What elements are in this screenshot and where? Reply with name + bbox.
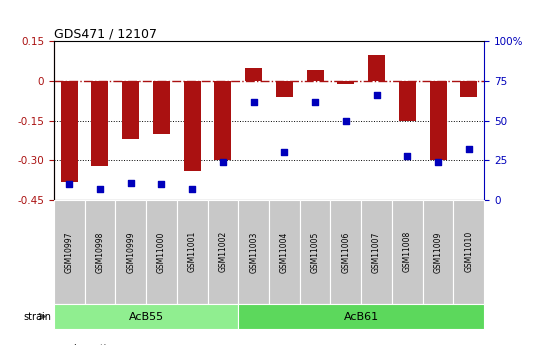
Bar (153, 81, 170, 134)
Point (280, 150, 289, 155)
Text: GSM10999: GSM10999 (126, 231, 135, 273)
Bar (337, 81, 355, 84)
Bar (330, 200, 361, 304)
Bar (238, 304, 484, 329)
Bar (399, 81, 416, 121)
Text: strain: strain (23, 312, 51, 322)
Text: GSM11007: GSM11007 (372, 231, 381, 273)
Bar (461, 81, 477, 97)
Bar (146, 200, 177, 304)
Bar (215, 81, 231, 160)
Bar (276, 81, 293, 97)
Text: GSM11003: GSM11003 (249, 231, 258, 273)
Bar (238, 200, 269, 304)
Text: GDS471 / 12107: GDS471 / 12107 (54, 27, 157, 40)
Point (372, 92, 381, 98)
Text: GSM11000: GSM11000 (157, 231, 166, 273)
Bar (392, 200, 423, 304)
Bar (361, 200, 392, 304)
Point (434, 159, 442, 165)
Point (342, 118, 350, 124)
Text: GSM11008: GSM11008 (403, 231, 412, 273)
Text: GSM11002: GSM11002 (218, 231, 228, 273)
Point (311, 99, 320, 105)
Bar (368, 55, 385, 81)
Point (96, 186, 104, 192)
Text: AcB61: AcB61 (344, 312, 379, 322)
Point (65, 181, 74, 187)
Bar (84, 200, 115, 304)
Point (403, 153, 412, 158)
Point (218, 159, 227, 165)
Text: GSM11010: GSM11010 (464, 231, 473, 273)
Bar (245, 68, 262, 81)
Bar (54, 304, 238, 329)
Point (464, 147, 473, 152)
Text: GSM11001: GSM11001 (188, 231, 197, 273)
Bar (269, 200, 300, 304)
Point (249, 99, 258, 105)
Bar (115, 200, 146, 304)
Text: AcB55: AcB55 (129, 312, 164, 322)
Bar (307, 70, 323, 81)
Text: GSM11004: GSM11004 (280, 231, 289, 273)
Text: GSM10998: GSM10998 (95, 231, 104, 273)
Bar (183, 81, 201, 171)
Bar (208, 200, 238, 304)
Point (157, 181, 166, 187)
Text: GSM11006: GSM11006 (341, 231, 350, 273)
Text: GSM10997: GSM10997 (65, 231, 74, 273)
Bar (54, 200, 84, 304)
Bar (61, 81, 77, 181)
Bar (454, 200, 484, 304)
Bar (91, 81, 108, 166)
Bar (177, 200, 208, 304)
Point (126, 180, 135, 185)
Bar (423, 200, 454, 304)
Bar (122, 81, 139, 139)
Point (188, 186, 196, 192)
Bar (300, 200, 330, 304)
Text: GSM11005: GSM11005 (310, 231, 320, 273)
Text: log ratio: log ratio (74, 344, 112, 345)
Text: GSM11009: GSM11009 (434, 231, 443, 273)
Bar (430, 81, 447, 160)
